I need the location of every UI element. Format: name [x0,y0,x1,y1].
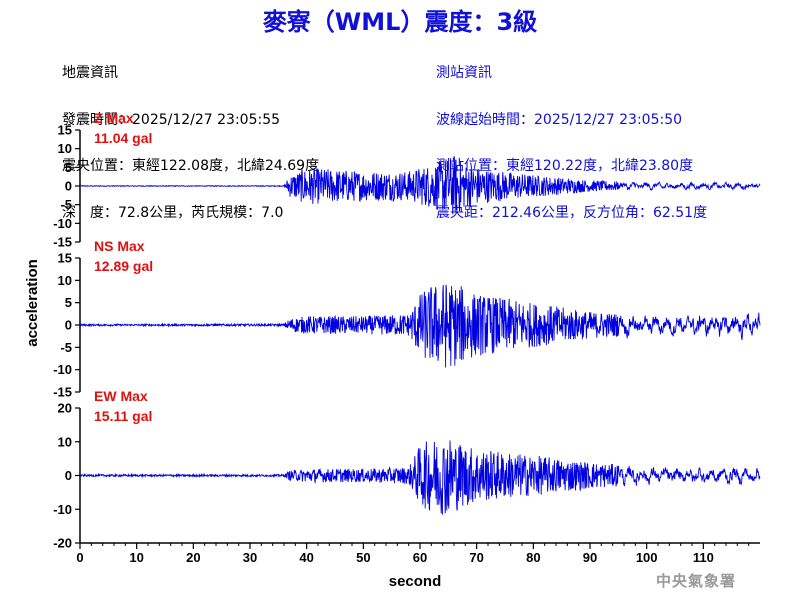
origin-time: 發震時間：2025/12/27 23:05:55 [62,111,281,128]
x-tick-label: 30 [243,550,257,565]
y-tick-label: 0 [65,179,72,194]
y-tick-label: 0 [65,468,72,483]
max-value-z: 11.04 gal [94,130,152,146]
epicenter: 震央位置：東經122.08度，北緯24.69度 [62,158,320,174]
x-tick-label: 10 [129,550,143,565]
y-tick-label: -10 [53,362,72,377]
max-value-ns: 12.89 gal [94,258,153,274]
x-tick-label: 60 [413,550,427,565]
y-axis-label: acceleration [24,259,41,347]
wave-start-time: 波線起始時間：2025/12/27 23:05:50 [436,111,683,128]
y-tick-label: 10 [58,434,72,449]
y-tick-label: -5 [60,340,72,355]
y-tick-label: -10 [53,502,72,517]
waveform-ns [79,284,761,368]
y-tick-label: -15 [53,235,72,250]
waveform-ew [80,440,761,515]
y-tick-label: -15 [53,385,72,400]
x-tick-label: 20 [186,550,200,565]
x-tick-label: 110 [693,550,714,565]
x-tick-label: 40 [299,550,313,565]
max-label-ns: NS Max [94,238,145,254]
agency-label: 中央氣象署 [656,572,737,590]
x-tick-label: 50 [356,550,370,565]
x-tick-label: 70 [469,550,483,565]
x-tick-label: 100 [636,550,658,565]
station-info-block: 測站資訊 波線起始時間：2025/12/27 23:05:50 測站位置：東經1… [436,35,707,237]
x-tick-label: 90 [583,550,597,565]
y-tick-label: 0 [65,318,72,333]
max-label-z: Z Max [94,110,134,126]
y-tick-label: -10 [53,216,72,231]
x-axis-label: second [389,573,442,590]
waveform-z [79,156,761,215]
chart-title: 麥寮（WML）震度：3級 [262,8,538,36]
distance-azimuth: 震央距：212.46公里，反方位角：62.51度 [436,204,708,221]
x-tick-label: 80 [526,550,540,565]
x-tick-label: 0 [76,550,83,565]
quake-info-heading: 地震資訊 [62,65,118,81]
y-tick-label: 15 [58,123,72,138]
y-tick-label: 10 [58,141,72,156]
y-tick-label: 20 [58,401,72,416]
y-tick-label: 5 [65,295,72,310]
y-tick-label: 5 [65,160,72,175]
y-tick-label: 15 [58,251,72,266]
max-value-ew: 15.11 gal [94,408,152,424]
station-location: 測站位置：東經120.22度，北緯23.80度 [436,158,694,174]
y-tick-label: 10 [58,273,72,288]
depth-magnitude: 深 度：72.8公里，芮氏規模：7.0 [62,204,284,221]
max-label-ew: EW Max [94,388,148,404]
quake-info-block: 地震資訊 發震時間：2025/12/27 23:05:55 震央位置：東經122… [62,35,319,237]
station-info-heading: 測站資訊 [436,65,492,81]
y-tick-label: -5 [60,197,72,212]
y-tick-label: -20 [53,536,72,551]
